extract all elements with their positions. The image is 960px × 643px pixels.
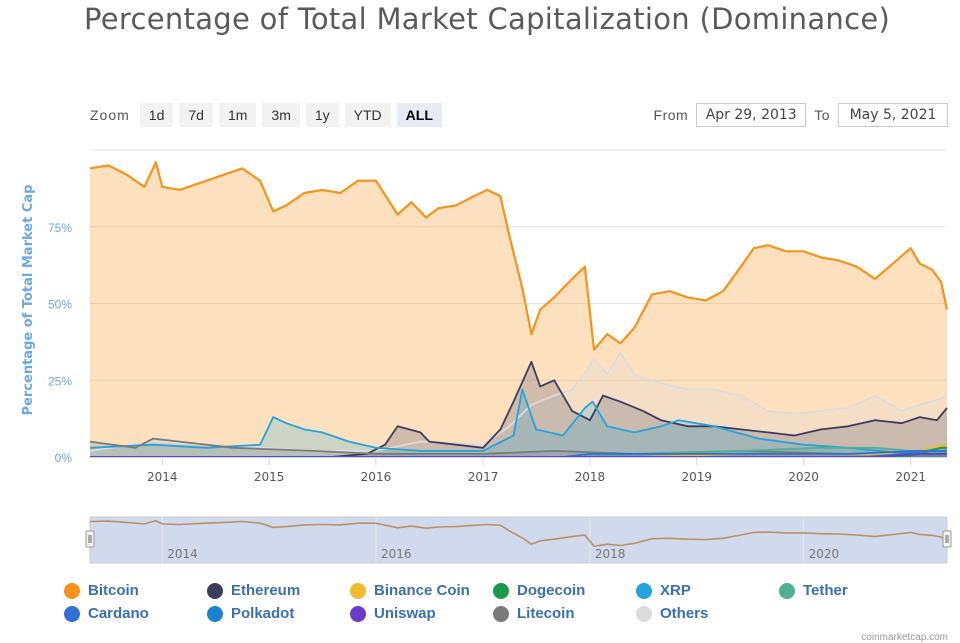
navigator-handle-left[interactable]: [85, 530, 95, 548]
navigator-mask: [89, 516, 948, 564]
series-area-cardano: [90, 450, 947, 457]
legend-label: Ethereum: [231, 582, 301, 599]
series-area-litecoin: [90, 438, 947, 457]
series-area-xrp: [90, 389, 947, 457]
zoom-1m-button[interactable]: 1m: [218, 103, 257, 127]
x-tick-label: 2020: [788, 470, 819, 484]
legend-marker: [350, 605, 366, 622]
zoom-3m-button[interactable]: 3m: [262, 103, 300, 127]
credit-text: coinmarketcap.com: [861, 632, 948, 643]
y-tick-label: 75%: [48, 221, 72, 235]
to-date-input[interactable]: [838, 103, 948, 127]
x-axis: 2014 2015 2016 2017 2018 2019 2020 2021: [90, 457, 947, 484]
legend-label: Litecoin: [517, 605, 575, 622]
y-tick-label: 0%: [55, 451, 73, 465]
legend-item-litecoin[interactable]: Litecoin: [493, 605, 636, 622]
legend-item-dogecoin[interactable]: Dogecoin: [493, 582, 636, 599]
zoom-label: Zoom: [90, 107, 130, 123]
navigator-tick-label: 2016: [381, 547, 412, 561]
legend-marker: [207, 582, 223, 599]
to-label: To: [814, 107, 830, 123]
series-area-binance-coin: [90, 444, 947, 457]
chart-title: Percentage of Total Market Capitalizatio…: [84, 2, 891, 36]
zoom-ytd-button[interactable]: YTD: [344, 103, 391, 127]
series-line-bitcoin: [89, 161, 949, 351]
x-tick-label: 2014: [147, 470, 178, 484]
legend-marker: [493, 582, 509, 599]
date-range-selector: From To: [654, 102, 948, 128]
y-tick-label: 25%: [48, 374, 72, 388]
x-tick-label: 2018: [575, 470, 606, 484]
legend-item-binance-coin[interactable]: Binance Coin: [350, 582, 493, 599]
navigator-series-line: [89, 519, 948, 548]
series-area-bitcoin: [90, 162, 947, 458]
legend-label: Dogecoin: [517, 582, 586, 599]
y-axis-label: Percentage of Total Market Cap: [21, 185, 36, 416]
legend-marker: [207, 605, 223, 622]
legend-label: Cardano: [88, 605, 149, 622]
legend-label: Tether: [803, 582, 848, 599]
legend-label: Polkadot: [231, 605, 295, 622]
zoom-bar: Zoom 1d 7d 1m 3m 1y YTD ALL: [90, 102, 442, 128]
legend-item-ethereum[interactable]: Ethereum: [207, 582, 350, 599]
legend-item-bitcoin[interactable]: Bitcoin: [64, 582, 207, 599]
navigator-handle-right[interactable]: [942, 530, 952, 548]
legend-marker: [636, 605, 652, 622]
legend-label: XRP: [660, 582, 691, 599]
series-line-xrp: [89, 388, 947, 455]
legend-item-cardano[interactable]: Cardano: [64, 605, 207, 622]
legend-label: Others: [660, 605, 709, 622]
navigator-tick-label: 2014: [167, 547, 198, 561]
legend: Bitcoin Ethereum Binance Coin Dogecoin XRP Te…: [64, 582, 944, 622]
navigator-tick-label: 2020: [809, 547, 840, 561]
legend-item-uniswap[interactable]: Uniswap: [350, 605, 493, 622]
from-label: From: [653, 107, 689, 123]
legend-marker: [64, 582, 80, 599]
legend-item-others[interactable]: Others: [636, 605, 779, 622]
legend-marker: [64, 605, 80, 622]
legend-label: Binance Coin: [374, 582, 470, 599]
x-tick-label: 2016: [361, 470, 392, 484]
from-date-input[interactable]: [696, 103, 807, 127]
series-line-others: [89, 351, 948, 452]
x-tick-label: 2017: [468, 470, 499, 484]
legend-label: Bitcoin: [88, 582, 139, 599]
x-tick-label: 2021: [895, 470, 926, 484]
legend-label: Uniswap: [374, 605, 436, 622]
legend-marker: [350, 582, 366, 599]
y-tick-label: 50%: [48, 298, 72, 312]
legend-marker: [779, 582, 795, 599]
legend-item-xrp[interactable]: XRP: [636, 582, 779, 599]
y-axis: 0% 25% 50% 75%: [48, 221, 72, 465]
x-tick-label: 2019: [681, 470, 712, 484]
zoom-all-button[interactable]: ALL: [396, 103, 442, 127]
legend-marker: [636, 582, 652, 599]
legend-marker: [493, 605, 509, 622]
legend-item-tether[interactable]: Tether: [779, 582, 922, 599]
navigator[interactable]: 2014 2016 2018 2020: [85, 516, 952, 564]
zoom-1d-button[interactable]: 1d: [139, 103, 174, 127]
navigator-tick-label: 2018: [595, 547, 626, 561]
x-tick-label: 2015: [254, 470, 285, 484]
zoom-7d-button[interactable]: 7d: [179, 103, 213, 127]
zoom-1y-button[interactable]: 1y: [305, 103, 339, 127]
legend-item-polkadot[interactable]: Polkadot: [207, 605, 350, 622]
